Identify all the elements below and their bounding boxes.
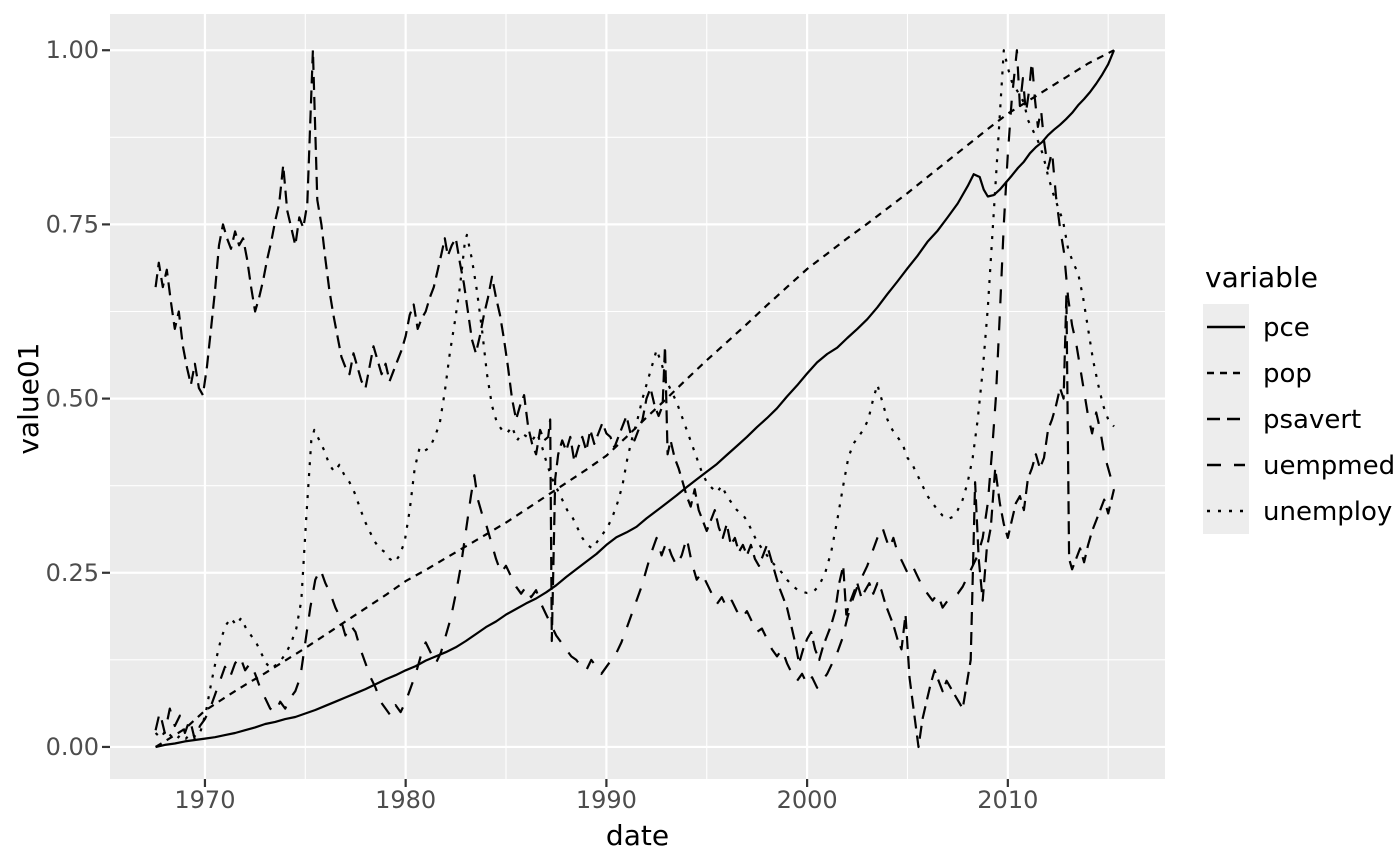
legend-label-pce: pce: [1263, 313, 1310, 343]
y-tick-label: 1.00: [46, 36, 99, 64]
x-tick-label: 1980: [375, 786, 436, 814]
legend-label-psavert: psavert: [1263, 405, 1361, 435]
x-axis-title: date: [606, 819, 669, 852]
y-tick-label: 0.00: [46, 733, 99, 761]
y-tick-label: 0.50: [46, 385, 99, 413]
x-tick-label: 2010: [977, 786, 1038, 814]
series-line-psavert: [154, 49, 1116, 749]
x-tick-label: 1990: [576, 786, 637, 814]
y-tick-label: 0.75: [46, 210, 99, 238]
chart-panel: [110, 14, 1165, 779]
x-tick-label: 2000: [777, 786, 838, 814]
series-line-uempmed: [154, 49, 1116, 742]
series-line-unemploy: [154, 49, 1115, 742]
legend-title: variable: [1205, 261, 1318, 294]
series-line-pop: [155, 49, 1115, 748]
legend-label-pop: pop: [1263, 359, 1312, 389]
y-tick-label: 0.25: [46, 559, 99, 587]
legend-label-uempmed: uempmed: [1263, 451, 1395, 481]
series-line-pce: [155, 49, 1116, 749]
legend-label-unemploy: unemploy: [1263, 497, 1392, 527]
y-axis-title: value01: [12, 343, 45, 455]
x-tick-label: 1970: [174, 786, 235, 814]
